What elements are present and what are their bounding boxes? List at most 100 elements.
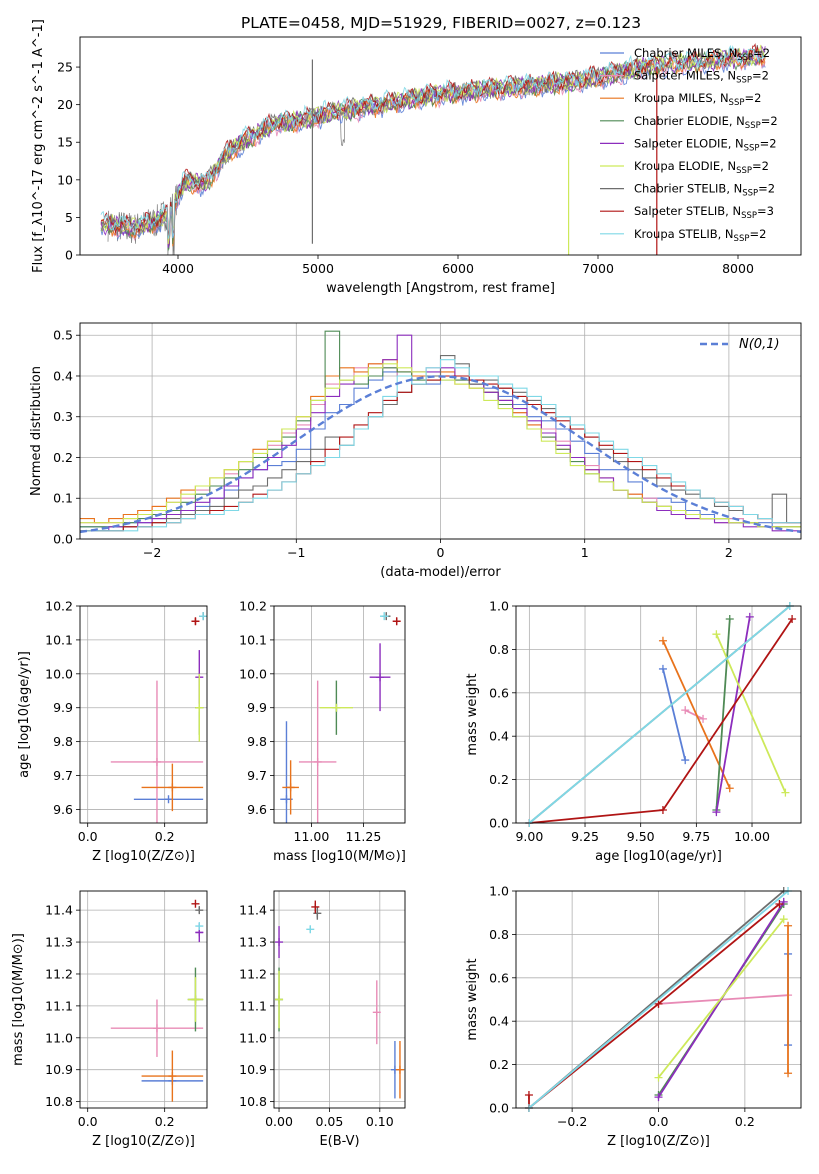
plot-frame xyxy=(515,605,802,824)
data-point-marker xyxy=(152,757,161,766)
y-tick-label: 10 xyxy=(57,172,73,187)
y-tick-label: 0.5 xyxy=(53,328,73,343)
data-point-marker xyxy=(395,1065,404,1074)
weight-point-marker xyxy=(654,999,663,1008)
x-tick-label: 0.00 xyxy=(265,1114,293,1129)
data-point-marker xyxy=(168,1072,177,1081)
x-tick-label: 0.0 xyxy=(78,1114,98,1129)
y-tick-label: 0.0 xyxy=(489,1101,509,1116)
y-tick-label: 11.1 xyxy=(45,998,73,1013)
legend-label-sub: SSP xyxy=(744,143,760,153)
legend-label: Chabrier MILES, NSSP=2 xyxy=(634,46,770,63)
y-tick-label: 0.1 xyxy=(53,491,73,506)
y-tick-label: 0.0 xyxy=(489,816,509,831)
plot-frame xyxy=(79,605,208,824)
y-tick-label: 15 xyxy=(57,135,73,150)
y-tick-label: 11.0 xyxy=(45,1030,73,1045)
x-axis-label: mass [log10(M/M⊙)] xyxy=(273,849,406,864)
legend-label-sub: SSP xyxy=(737,53,753,63)
y-tick-label: 11.1 xyxy=(239,998,267,1013)
weight-line xyxy=(684,709,704,720)
legend-label: N(0,1) xyxy=(739,337,780,352)
model-spectrum-line xyxy=(100,49,766,251)
legend-label: Salpeter ELODIE, NSSP=2 xyxy=(634,136,777,153)
y-tick-label: 0.2 xyxy=(489,1057,509,1072)
y-tick-label: 0.6 xyxy=(489,970,509,985)
data-point-marker xyxy=(195,922,204,931)
y-tick-label: 10.9 xyxy=(239,1062,267,1077)
data-point-marker xyxy=(392,617,401,626)
weight-point-marker xyxy=(658,664,667,673)
y-tick-label: 9.7 xyxy=(247,768,267,783)
x-tick-label: 7000 xyxy=(582,261,614,276)
y-tick-label: 0.2 xyxy=(53,450,73,465)
y-tick-label: 0.4 xyxy=(489,729,509,744)
y-tick-label: 0.0 xyxy=(53,532,73,547)
x-axis-label: age [log10(age/yr)] xyxy=(595,849,722,864)
y-tick-label: 1.0 xyxy=(489,599,509,614)
x-tick-label: 0.05 xyxy=(316,1114,344,1129)
figure-title: PLATE=0458, MJD=51929, FIBERID=0027, z=0… xyxy=(241,14,641,32)
legend-label: Chabrier STELIB, NSSP=2 xyxy=(634,182,775,199)
data-point-marker xyxy=(164,795,173,804)
y-tick-label: 10.9 xyxy=(45,1062,73,1077)
data-point-marker xyxy=(282,795,291,804)
x-tick-label: −2 xyxy=(143,545,161,560)
legend-label-sub: SSP xyxy=(736,76,752,86)
y-tick-label: 11.4 xyxy=(45,903,73,918)
y-tick-label: 0.2 xyxy=(489,772,509,787)
legend-label-sub: SSP xyxy=(729,98,745,108)
y-tick-label: 5 xyxy=(65,210,73,225)
weight-line xyxy=(528,605,791,824)
legend-label: Salpeter MILES, NSSP=2 xyxy=(634,69,769,86)
y-tick-label: 10.2 xyxy=(239,599,267,614)
x-tick-label: 9.00 xyxy=(515,829,543,844)
y-tick-label: 10.1 xyxy=(45,632,73,647)
x-tick-label: 0.10 xyxy=(366,1114,394,1129)
data-point-marker xyxy=(191,995,200,1004)
data-point-marker xyxy=(372,1008,381,1017)
y-tick-label: 0.8 xyxy=(489,642,509,657)
x-tick-label: −0.2 xyxy=(557,1114,587,1129)
plot-frame xyxy=(273,890,406,1109)
model-spectrum-line xyxy=(100,42,766,237)
weight-point-marker xyxy=(699,714,708,723)
y-tick-label: 20 xyxy=(57,97,73,112)
y-tick-label: 0.8 xyxy=(489,927,509,942)
y-tick-label: 11.2 xyxy=(45,966,73,981)
x-tick-label: −1 xyxy=(287,545,305,560)
x-axis-label: Z [log10(Z/Z⊙)] xyxy=(607,1134,710,1149)
data-point-marker xyxy=(195,906,204,915)
weight-line xyxy=(528,903,780,1110)
y-axis-label: mass weight xyxy=(465,958,480,1040)
weight-line xyxy=(715,618,731,811)
legend-label-main: Chabrier MILES, N xyxy=(634,46,737,60)
y-tick-label: 9.7 xyxy=(53,768,73,783)
data-point-marker xyxy=(191,617,200,626)
weight-line xyxy=(657,918,785,1079)
y-tick-label: 9.9 xyxy=(53,700,73,715)
weight-point-marker xyxy=(779,897,788,906)
legend-label-sub: SSP xyxy=(742,189,758,199)
data-point-marker xyxy=(380,612,389,621)
plot-frame xyxy=(79,322,802,540)
y-tick-label: 1.0 xyxy=(489,884,509,899)
y-axis-label: mass [log10(M/M⊙)] xyxy=(11,933,26,1066)
data-point-marker xyxy=(168,783,177,792)
weight-line xyxy=(662,640,731,789)
weight-point-marker xyxy=(784,921,793,930)
weight-point-marker xyxy=(681,706,690,715)
legend-label-tail: =2 xyxy=(744,91,761,105)
legend-label-tail: =2 xyxy=(752,159,769,173)
legend-label-tail: =2 xyxy=(753,46,770,60)
x-axis-label: (data-model)/error xyxy=(380,565,501,580)
data-point-marker xyxy=(311,902,320,911)
x-tick-label: 0.0 xyxy=(649,1114,669,1129)
y-tick-label: 0 xyxy=(65,248,73,263)
x-tick-label: 4000 xyxy=(162,261,194,276)
weight-point-marker xyxy=(775,900,784,909)
y-tick-label: 10.0 xyxy=(239,666,267,681)
y-tick-label: 0.4 xyxy=(53,368,73,383)
y-axis-label: mass weight xyxy=(465,673,480,755)
